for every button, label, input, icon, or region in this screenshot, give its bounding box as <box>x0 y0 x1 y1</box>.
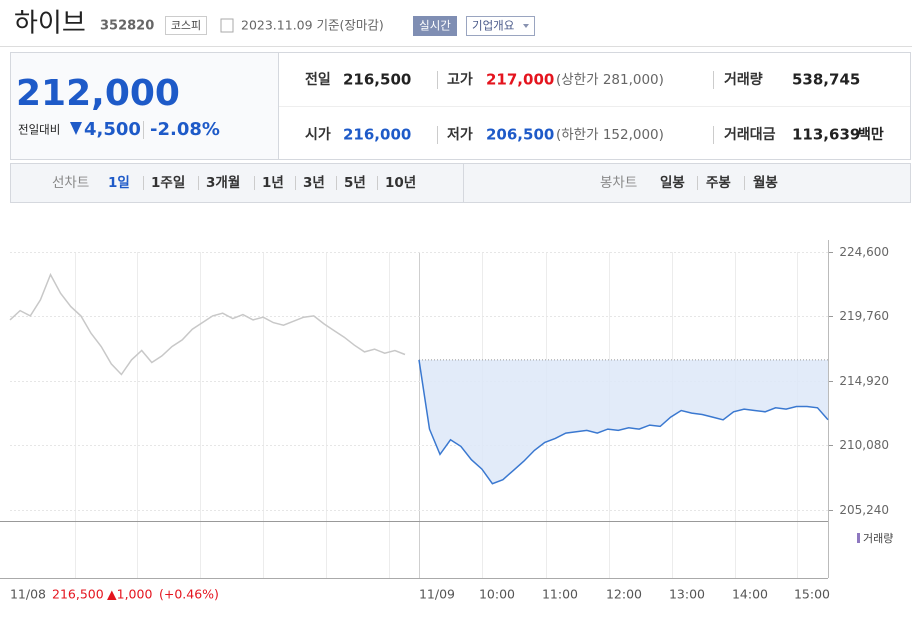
info-value: 113,639 <box>792 126 860 144</box>
market: 코스피 <box>171 19 201 32</box>
tabs: 선차트 1일 1주일 3개월 1년 3년 5년 10년 봉차트 일봉 주봉 월봉 <box>52 174 778 191</box>
info-value: 216,000 <box>343 126 411 144</box>
info-label: 고가 <box>447 72 473 88</box>
x-tick-label: 10:00 <box>479 587 515 602</box>
dropdown-arrow <box>523 24 529 28</box>
volume-legend: 거래량 <box>863 532 893 545</box>
change: 4,500 <box>84 119 141 140</box>
x-tick-label: 14:00 <box>732 587 768 602</box>
info-label: 거래량 <box>724 72 763 88</box>
date: 2023.11.09 기준(장마감) <box>241 18 384 33</box>
price-panel <box>11 53 278 159</box>
tab[interactable]: 일봉 <box>660 175 685 191</box>
down-arrow <box>70 122 82 135</box>
y-tick-label: 214,920 <box>839 374 889 388</box>
info-label: 거래대금 <box>724 127 776 143</box>
footer-rate: (+0.46%) <box>159 587 219 602</box>
y-tick-label: 210,080 <box>839 438 889 452</box>
price-line <box>418 359 829 485</box>
x-tick-label: 11/09 <box>419 587 455 602</box>
x-tick-label: 12:00 <box>606 587 642 602</box>
info-label: 시가 <box>305 127 331 143</box>
y-tick-label: 205,240 <box>839 503 889 517</box>
x-tick-label: 15:00 <box>794 587 830 602</box>
footer-change: ▲1,000 <box>107 587 152 602</box>
tab[interactable]: 5년 <box>344 175 366 191</box>
realtime-button[interactable] <box>413 16 457 36</box>
info-unit: 백만 <box>858 127 884 143</box>
tab[interactable]: 1주일 <box>151 175 185 191</box>
tab[interactable]: 3개월 <box>206 174 240 191</box>
info-value: 206,500 <box>486 126 554 144</box>
footer-close: 216,500 <box>52 587 104 602</box>
x-tick-label: 11/08 <box>10 587 46 602</box>
change-rate: -2.08% <box>150 119 220 140</box>
info-note: (상한가 281,000) <box>556 72 664 88</box>
realtime[interactable]: 실시간 <box>419 19 451 33</box>
stock-code: 352820 <box>100 19 154 34</box>
info-label: 저가 <box>447 127 473 143</box>
info-note: (하한가 152,000) <box>556 127 664 143</box>
info-value: 217,000 <box>486 71 554 89</box>
x-tick-label: 13:00 <box>669 587 705 602</box>
y-tick-label: 219,760 <box>839 309 889 323</box>
market-badge <box>165 16 207 35</box>
tab-group-label: 봉차트 <box>600 175 637 191</box>
x-tick-label: 11:00 <box>542 587 578 602</box>
tab-group-label: 선차트 <box>52 175 89 191</box>
company-info[interactable]: 기업개요 <box>472 19 514 33</box>
chart: 224,600 219,760 214,920 210,080 205,240 거래량 11… <box>0 240 893 602</box>
tab[interactable]: 10년 <box>385 175 416 191</box>
tab[interactable]: 주봉 <box>706 175 731 191</box>
company-info-button[interactable] <box>466 16 535 36</box>
current-price: 212,000 <box>16 73 180 114</box>
tab[interactable]: 월봉 <box>753 174 778 191</box>
info-label: 전일 <box>305 71 331 88</box>
area <box>419 359 828 484</box>
change-label: 전일대비 <box>18 123 60 137</box>
volume-legend-swatch <box>857 533 860 543</box>
calendar-icon <box>220 18 234 33</box>
info-value: 216,500 <box>343 71 411 89</box>
stock-name: 하이브 <box>14 9 86 39</box>
tab[interactable]: 3년 <box>303 175 325 191</box>
tab[interactable]: 1년 <box>262 175 284 191</box>
tab-bar <box>10 163 911 203</box>
tab[interactable]: 1일 <box>108 175 130 191</box>
y-tick-label: 224,600 <box>839 245 889 259</box>
price-line <box>9 272 406 376</box>
info-value: 538,745 <box>792 71 860 89</box>
